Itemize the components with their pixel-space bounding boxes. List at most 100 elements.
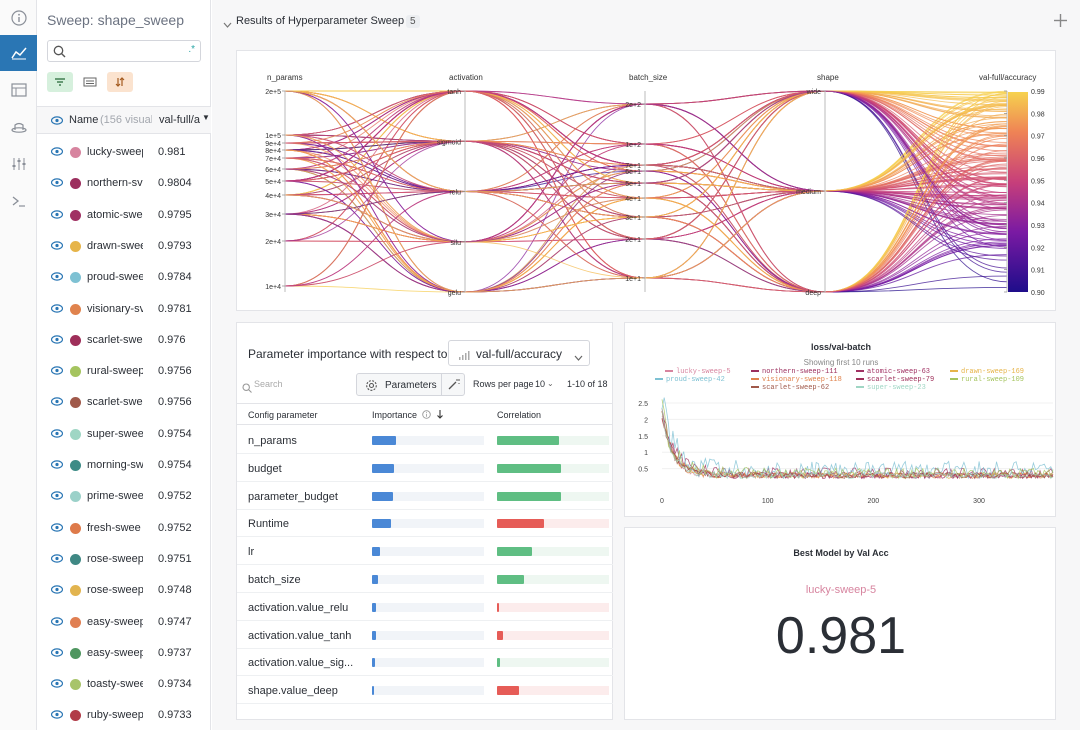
run-name[interactable]: prime-swee: [87, 490, 143, 503]
group-button[interactable]: [77, 72, 103, 92]
rows-per-page-select[interactable]: 10: [535, 379, 546, 389]
importance-row[interactable]: activation.value_relu: [237, 593, 613, 621]
run-row[interactable]: drawn-swee 0.9793: [37, 231, 211, 262]
sliders-icon[interactable]: [0, 146, 37, 182]
run-name[interactable]: toasty-swee: [87, 678, 143, 691]
run-row[interactable]: prime-swee 0.9752: [37, 481, 211, 512]
legend-entry[interactable]: scarlet-sweep-79: [856, 376, 934, 384]
eye-icon[interactable]: [50, 679, 64, 691]
legend-entry[interactable]: super-sweep-23: [856, 384, 926, 392]
run-row[interactable]: northern-sv 0.9804: [37, 168, 211, 199]
eye-icon[interactable]: [50, 585, 64, 597]
eye-icon[interactable]: [50, 303, 64, 316]
run-search-input[interactable]: .*: [47, 40, 201, 62]
eye-icon[interactable]: [50, 554, 64, 566]
metric-column-header[interactable]: val-full/a: [159, 114, 200, 126]
importance-row[interactable]: n_params: [237, 426, 613, 454]
eye-icon[interactable]: [50, 397, 64, 409]
eye-icon[interactable]: [50, 522, 64, 535]
run-name[interactable]: atomic-swe: [87, 208, 143, 221]
run-name[interactable]: scarlet-swe: [87, 333, 143, 346]
run-color-dot[interactable]: [70, 303, 81, 315]
run-color-dot[interactable]: [70, 366, 81, 378]
add-panel-icon[interactable]: [1053, 13, 1068, 33]
run-name[interactable]: super-swee: [87, 427, 143, 440]
parallel-coordinates-panel[interactable]: n_params activation batch_size shape val-ful…: [236, 50, 1056, 311]
run-line[interactable]: [284, 90, 1008, 243]
legend-entry[interactable]: visionary-sweep-118: [751, 376, 842, 384]
run-row[interactable]: easy-sweep 0.9747: [37, 607, 211, 638]
run-name[interactable]: ruby-sweep: [87, 709, 143, 722]
importance-row[interactable]: activation.value_tanh: [237, 621, 613, 649]
charts-icon[interactable]: [0, 35, 37, 71]
run-name[interactable]: easy-sweep: [87, 615, 143, 628]
run-line[interactable]: [284, 140, 1008, 293]
collapse-chevron-icon[interactable]: [223, 16, 232, 34]
loss-series[interactable]: [661, 397, 1054, 480]
table-icon[interactable]: [0, 72, 37, 108]
name-column-header[interactable]: Name: [69, 114, 99, 126]
run-color-dot[interactable]: [70, 397, 81, 409]
parameters-button[interactable]: Parameters: [356, 373, 442, 396]
importance-row[interactable]: budget: [237, 454, 613, 482]
importance-row[interactable]: batch_size: [237, 565, 613, 593]
run-color-dot[interactable]: [70, 147, 81, 158]
run-name[interactable]: scarlet-swe: [87, 396, 143, 409]
legend-entry[interactable]: northern-sweep-111: [751, 368, 838, 376]
info-icon[interactable]: [0, 0, 37, 36]
sort-button[interactable]: [107, 72, 133, 92]
run-color-dot[interactable]: [70, 647, 81, 659]
importance-row[interactable]: lr: [237, 537, 613, 566]
run-color-dot[interactable]: [70, 616, 81, 628]
filter-button[interactable]: [47, 72, 73, 92]
run-row[interactable]: visionary-sv 0.9781: [37, 294, 211, 325]
run-row[interactable]: rose-sweep 0.9748: [37, 575, 211, 606]
run-row[interactable]: ruby-sweep 0.9733: [37, 700, 211, 730]
loss-series[interactable]: [661, 411, 1054, 480]
run-row[interactable]: scarlet-swe 0.976: [37, 325, 211, 356]
run-name[interactable]: drawn-swee: [87, 239, 143, 252]
chevron-down-icon[interactable]: ⌄: [547, 379, 554, 388]
loss-chart-panel[interactable]: loss/val-batch Showing first 10 runs luc…: [624, 322, 1056, 517]
run-color-dot[interactable]: [70, 679, 81, 691]
importance-row[interactable]: shape.value_deep: [237, 676, 613, 705]
eye-icon[interactable]: [50, 460, 64, 472]
run-name[interactable]: rose-sweep: [87, 552, 143, 565]
run-name[interactable]: lucky-sweep: [87, 146, 143, 158]
run-row[interactable]: atomic-swe 0.9795: [37, 200, 211, 231]
run-name[interactable]: rose-sweep: [87, 584, 143, 597]
run-line[interactable]: [284, 90, 1008, 181]
run-color-dot[interactable]: [70, 460, 81, 471]
run-name[interactable]: fresh-swee: [87, 521, 141, 534]
run-color-dot[interactable]: [70, 272, 81, 284]
run-line[interactable]: [284, 157, 1008, 293]
eye-icon[interactable]: [50, 335, 64, 347]
importance-row[interactable]: Runtime: [237, 509, 613, 538]
col-importance[interactable]: Importance: [372, 410, 418, 420]
eye-icon[interactable]: [50, 272, 64, 284]
eye-icon[interactable]: [50, 428, 64, 441]
importance-row[interactable]: parameter_budget: [237, 482, 613, 510]
legend-entry[interactable]: atomic-sweep-63: [856, 368, 930, 376]
run-color-dot[interactable]: [70, 710, 81, 722]
sort-desc-icon[interactable]: [436, 409, 444, 421]
run-line[interactable]: [284, 104, 1008, 279]
run-color-dot[interactable]: [70, 240, 81, 252]
eye-icon[interactable]: [50, 178, 64, 190]
run-name[interactable]: visionary-sv: [87, 302, 143, 315]
run-color-dot[interactable]: [70, 209, 81, 221]
legend-entry[interactable]: scarlet-sweep-62: [751, 384, 829, 392]
loss-series[interactable]: [661, 408, 1054, 480]
magic-wand-button[interactable]: [441, 373, 465, 396]
legend-entry[interactable]: lucky-sweep-5: [665, 368, 731, 376]
metric-select[interactable]: val-full/accuracy: [448, 340, 590, 366]
run-row[interactable]: morning-sw 0.9754: [37, 450, 211, 481]
eye-icon[interactable]: [50, 241, 64, 253]
eye-icon[interactable]: [50, 648, 64, 660]
run-color-dot[interactable]: [70, 522, 81, 534]
run-line[interactable]: [284, 140, 1008, 240]
sweep-hat-icon[interactable]: [0, 109, 37, 145]
run-name[interactable]: easy-sweep: [87, 646, 143, 659]
legend-entry[interactable]: drawn-sweep-169: [950, 368, 1024, 376]
eye-icon[interactable]: [50, 366, 64, 378]
